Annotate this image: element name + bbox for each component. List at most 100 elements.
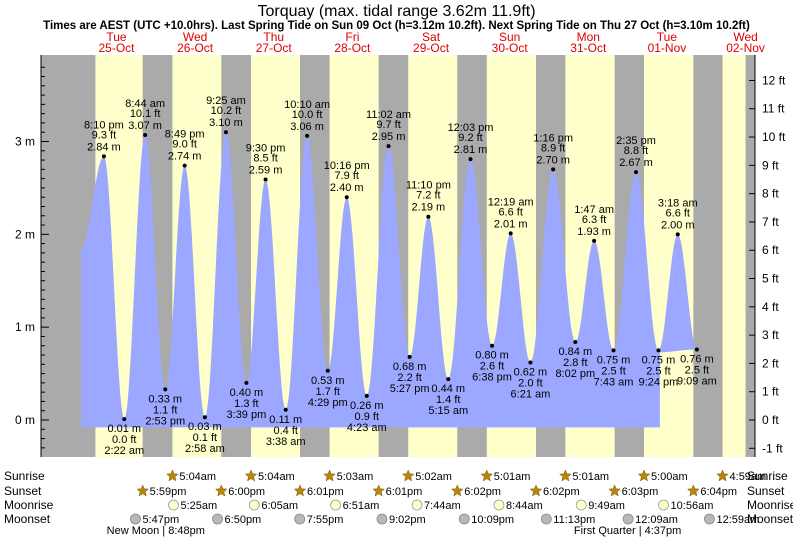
tide-ft-label: 1.7 ft bbox=[316, 386, 340, 398]
tide-ft-label: 2.5 ft bbox=[646, 365, 670, 377]
tide-m-label: 2.95 m bbox=[372, 131, 406, 143]
day-date: 01-Nov bbox=[648, 41, 687, 55]
tide-time-label: 11:02 am bbox=[366, 109, 411, 121]
day-date: 02-Nov bbox=[726, 41, 765, 55]
tide-time-label: 7:43 am bbox=[594, 376, 634, 388]
sunrise-star-icon bbox=[323, 469, 336, 482]
sunset-star-icon bbox=[214, 484, 228, 497]
tide-ft-label: 6.6 ft bbox=[666, 207, 690, 219]
right-tick-label: 4 ft bbox=[762, 300, 779, 314]
tide-m-label: 2.19 m bbox=[412, 202, 446, 214]
tide-m-label: 0.84 m bbox=[559, 346, 593, 358]
sunset-star-icon bbox=[529, 484, 543, 497]
day-name: Sat bbox=[422, 30, 441, 44]
tide-labels: 8:10 pm9.3 ft2.84 m 0.01 m0.0 ft2:22 am 8:… bbox=[84, 95, 717, 457]
tide-point bbox=[163, 387, 168, 392]
moonset-icon bbox=[376, 513, 388, 525]
tide-ft-label: 0.1 ft bbox=[193, 432, 217, 444]
moonset-time: 7:55pm bbox=[307, 514, 344, 526]
tide-time-label: 10:10 am bbox=[284, 99, 330, 111]
tide-point bbox=[386, 144, 391, 149]
moonrise-icon bbox=[575, 499, 587, 511]
moonset-icon bbox=[540, 513, 552, 525]
sunset-time: 6:01pm bbox=[386, 486, 423, 498]
sunset-star-icon bbox=[372, 484, 386, 497]
sunrise-star-icon bbox=[166, 469, 179, 482]
day-name: Thu bbox=[263, 30, 284, 44]
tide-point bbox=[407, 354, 412, 359]
night-band bbox=[693, 55, 723, 457]
tide-time-label: 8:10 pm bbox=[84, 119, 124, 131]
moonset-icon bbox=[130, 513, 141, 525]
astro-row-label-right: Sunrise bbox=[747, 469, 788, 483]
moonset-time: 12:59am bbox=[716, 514, 759, 526]
tide-time-label: 9:24 pm bbox=[639, 376, 679, 388]
sunrise-time: 5:04am bbox=[258, 471, 295, 483]
tide-m-label: 0.33 m bbox=[148, 393, 182, 405]
moonset-icon bbox=[704, 513, 715, 525]
sunrise-time: 4:59am bbox=[730, 471, 767, 483]
day-date: 25-Oct bbox=[98, 41, 135, 55]
right-tick-label: 12 ft bbox=[762, 73, 786, 87]
tide-ft-label: 2.2 ft bbox=[397, 372, 421, 384]
tide-point bbox=[675, 232, 680, 237]
sunset-time: 6:03pm bbox=[622, 486, 659, 498]
left-tick-label: 2 m bbox=[15, 227, 35, 241]
moonrise-time: 9:49am bbox=[588, 500, 625, 512]
tide-m-label: 3.06 m bbox=[290, 121, 324, 133]
moonrise-time: 7:44am bbox=[424, 500, 461, 512]
tide-ft-label: 10.0 ft bbox=[292, 109, 323, 121]
tide-ft-label: 1.1 ft bbox=[153, 404, 177, 416]
tide-ft-label: 9.2 ft bbox=[458, 132, 482, 144]
tide-point bbox=[634, 170, 639, 175]
moonrise-icon bbox=[493, 499, 505, 511]
moonset-icon bbox=[622, 513, 634, 525]
tide-point bbox=[364, 393, 369, 398]
tide-m-label: 0.11 m bbox=[269, 414, 302, 426]
night-band bbox=[745, 55, 755, 457]
tide-point bbox=[283, 407, 288, 412]
tide-time-label: 3:39 pm bbox=[227, 409, 267, 421]
day-date: 29-Oct bbox=[413, 41, 450, 55]
tide-point bbox=[551, 167, 556, 172]
tide-time-label: 12:19 am bbox=[488, 196, 534, 208]
tide-m-label: 0.03 m bbox=[188, 421, 222, 433]
tide-point bbox=[446, 377, 451, 382]
sunset-time: 6:02pm bbox=[464, 486, 501, 498]
tide-time-label: 12:03 pm bbox=[448, 122, 494, 134]
tide-point bbox=[143, 133, 148, 138]
right-tick-label: 0 ft bbox=[762, 413, 779, 427]
tide-m-label: 1.93 m bbox=[577, 226, 611, 238]
sunset-star-icon bbox=[608, 484, 621, 497]
tide-ft-label: 9.0 ft bbox=[172, 139, 196, 151]
sunrise-star-icon bbox=[559, 469, 572, 482]
tide-ft-label: 2.6 ft bbox=[480, 361, 504, 373]
astro-row-label-left: Moonset bbox=[4, 512, 51, 526]
astro-rows: SunriseSunsetMoonriseMoonsetSunriseSunse… bbox=[4, 469, 793, 537]
tide-m-label: 2.00 m bbox=[661, 219, 695, 231]
tide-time-label: 1:47 am bbox=[574, 204, 614, 216]
tide-m-label: 0.80 m bbox=[475, 350, 509, 362]
sunrise-time: 5:01am bbox=[494, 471, 531, 483]
sunset-time: 6:02pm bbox=[543, 486, 580, 498]
tide-time-label: 6:38 pm bbox=[472, 372, 512, 384]
moonset-time: 10:09pm bbox=[471, 514, 514, 526]
moon-phase-label: First Quarter | 4:37pm bbox=[574, 525, 681, 537]
day-date: 26-Oct bbox=[177, 41, 214, 55]
tide-point bbox=[223, 130, 228, 135]
tide-point bbox=[592, 238, 597, 243]
tide-m-label: 2.59 m bbox=[249, 165, 283, 177]
tide-time-label: 2:35 pm bbox=[616, 135, 656, 147]
tide-point bbox=[122, 417, 127, 422]
tide-point bbox=[202, 415, 207, 420]
moonset-time: 12:09am bbox=[635, 514, 678, 526]
moonrise-time: 8:44am bbox=[506, 500, 543, 512]
day-date: 28-Oct bbox=[334, 41, 371, 55]
sunrise-star-icon bbox=[637, 469, 651, 482]
tide-point bbox=[694, 347, 699, 352]
tide-ft-label: 2.8 ft bbox=[563, 357, 587, 369]
tide-point bbox=[182, 163, 187, 168]
astro-row-label-right: Moonrise bbox=[747, 498, 793, 512]
left-tick-label: 0 m bbox=[15, 413, 35, 427]
tide-m-label: 2.84 m bbox=[87, 141, 121, 153]
